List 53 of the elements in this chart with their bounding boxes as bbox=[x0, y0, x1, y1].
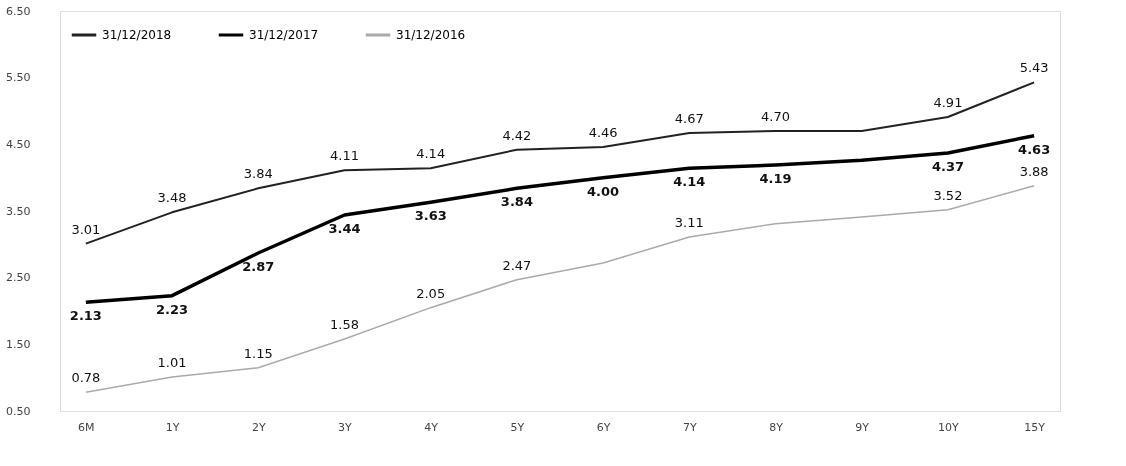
y-tick-label: 4.50 bbox=[6, 137, 31, 151]
data-label: 3.01 bbox=[71, 221, 101, 237]
y-tick-label: 3.50 bbox=[6, 204, 31, 218]
legend-label: 31/12/2016 bbox=[396, 28, 466, 42]
data-label: 1.58 bbox=[330, 317, 359, 332]
data-label: 3.52 bbox=[933, 187, 963, 203]
x-tick-label: 3Y bbox=[338, 420, 353, 434]
x-tick-label: 6M bbox=[78, 420, 95, 434]
data-label: 3.48 bbox=[157, 190, 187, 206]
data-label: 3.84 bbox=[500, 194, 533, 210]
x-tick-label: 15Y bbox=[1024, 420, 1046, 434]
data-label: 3.63 bbox=[414, 208, 447, 224]
x-tick-label: 10Y bbox=[938, 420, 960, 434]
data-label: 1.01 bbox=[157, 355, 187, 370]
data-label: 2.47 bbox=[502, 257, 532, 273]
legend-label: 31/12/2017 bbox=[249, 28, 319, 42]
y-tick-label: 2.50 bbox=[6, 271, 31, 285]
x-tick-label: 2Y bbox=[251, 420, 266, 434]
data-label: 4.37 bbox=[931, 159, 964, 174]
data-label: 4.14 bbox=[416, 146, 446, 162]
data-label: 4.63 bbox=[1018, 141, 1051, 157]
data-label: 4.42 bbox=[502, 127, 532, 143]
data-label: 3.44 bbox=[328, 221, 361, 236]
data-label: 2.87 bbox=[242, 259, 275, 274]
data-label: 2.23 bbox=[156, 301, 189, 317]
data-label: 4.46 bbox=[588, 125, 618, 140]
data-label: 4.11 bbox=[330, 148, 359, 164]
x-tick-label: 4Y bbox=[424, 420, 439, 434]
data-label: 4.70 bbox=[761, 109, 790, 124]
x-tick-label: 6Y bbox=[596, 420, 611, 434]
data-label: 2.13 bbox=[69, 308, 102, 324]
data-label: 4.19 bbox=[759, 171, 792, 186]
data-label: 0.78 bbox=[71, 370, 101, 386]
x-tick-label: 7Y bbox=[682, 420, 697, 434]
y-tick-label: 6.50 bbox=[6, 4, 31, 18]
x-tick-label: 1Y bbox=[165, 420, 180, 434]
y-tick-label: 1.50 bbox=[6, 337, 31, 351]
y-tick-label: 5.50 bbox=[6, 71, 31, 85]
data-label: 2.05 bbox=[416, 285, 446, 301]
y-tick-label: 0.50 bbox=[6, 404, 31, 418]
data-label: 3.84 bbox=[243, 166, 273, 182]
x-tick-label: 5Y bbox=[510, 420, 525, 434]
data-label: 3.88 bbox=[1019, 163, 1049, 179]
data-label: 4.14 bbox=[673, 174, 706, 190]
data-label: 3.11 bbox=[674, 215, 704, 230]
data-label: 4.91 bbox=[933, 95, 963, 110]
data-label: 4.00 bbox=[587, 183, 620, 199]
data-label: 5.43 bbox=[1019, 60, 1049, 76]
data-label: 4.67 bbox=[674, 111, 704, 126]
x-tick-label: 8Y bbox=[769, 420, 784, 434]
x-tick-label: 9Y bbox=[855, 420, 870, 434]
legend-label: 31/12/2018 bbox=[102, 28, 172, 42]
data-label: 1.15 bbox=[243, 345, 273, 361]
